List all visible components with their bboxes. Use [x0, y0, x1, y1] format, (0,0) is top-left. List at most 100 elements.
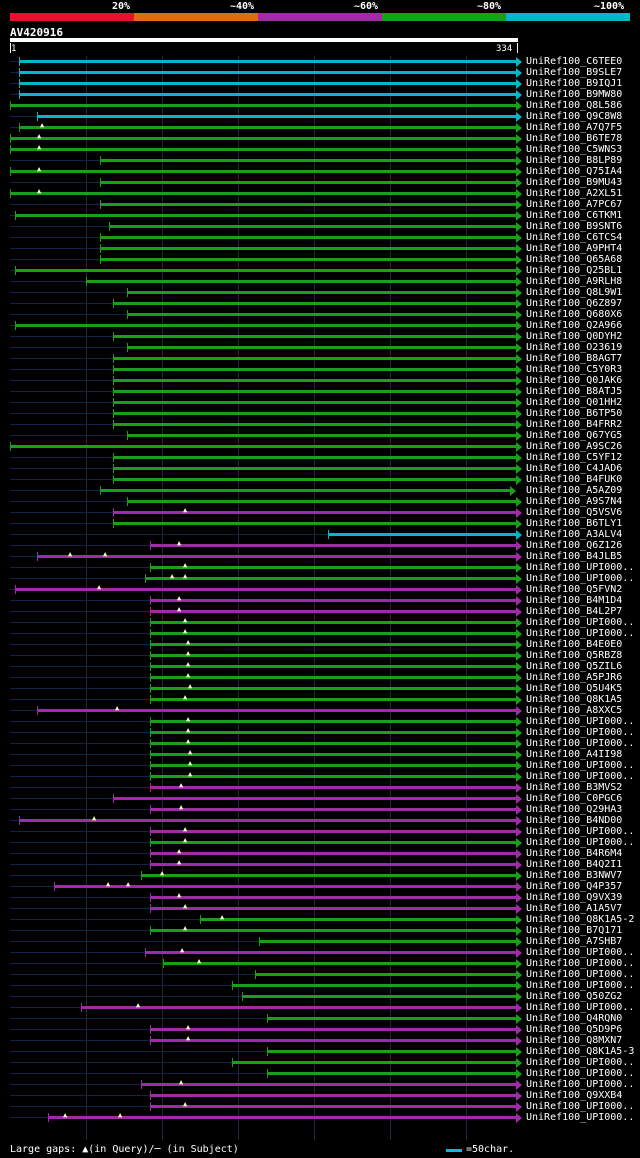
- alignment-bar[interactable]: [150, 907, 516, 910]
- alignment-bar[interactable]: [19, 71, 516, 74]
- hit-row[interactable]: ▲ UniRef100_UPI000..: [0, 562, 640, 573]
- alignment-bar[interactable]: [150, 599, 516, 602]
- alignment-bar[interactable]: [113, 412, 516, 415]
- hit-label[interactable]: UniRef100_UPI000..: [526, 760, 635, 771]
- hit-row[interactable]: ▲ ▲ UniRef100_Q4P357: [0, 881, 640, 892]
- hit-row[interactable]: ▲ UniRef100_UPI000..: [0, 771, 640, 782]
- alignment-bar[interactable]: [113, 511, 516, 514]
- hit-label[interactable]: UniRef100_Q2A966: [526, 320, 623, 331]
- hit-label[interactable]: UniRef100_C5Y0R3: [526, 364, 623, 375]
- hit-row[interactable]: UniRef100_Q8L586: [0, 100, 640, 111]
- hit-row[interactable]: ▲ UniRef100_Q5RBZ8: [0, 650, 640, 661]
- hit-label[interactable]: UniRef100_B8LP89: [526, 155, 623, 166]
- alignment-bar[interactable]: [10, 104, 516, 107]
- hit-label[interactable]: UniRef100_Q680X6: [526, 309, 623, 320]
- hit-label[interactable]: UniRef100_B4L2P7: [526, 606, 623, 617]
- hit-row[interactable]: UniRef100_UPI000..: [0, 969, 640, 980]
- alignment-bar[interactable]: [150, 896, 516, 899]
- alignment-bar[interactable]: [113, 368, 516, 371]
- hit-label[interactable]: UniRef100_Q65A68: [526, 254, 623, 265]
- alignment-bar[interactable]: [100, 159, 516, 162]
- alignment-bar[interactable]: [10, 192, 516, 195]
- hit-label[interactable]: UniRef100_A7PC67: [526, 199, 623, 210]
- hit-label[interactable]: UniRef100_B4FRR2: [526, 419, 623, 430]
- alignment-bar[interactable]: [100, 236, 516, 239]
- hit-row[interactable]: ▲ UniRef100_UPI000..: [0, 716, 640, 727]
- hit-label[interactable]: UniRef100_B6TLY1: [526, 518, 623, 529]
- hit-row[interactable]: UniRef100_Q01HH2: [0, 397, 640, 408]
- hit-label[interactable]: UniRef100_A9SC26: [526, 441, 623, 452]
- hit-label[interactable]: UniRef100_UPI000..: [526, 958, 635, 969]
- alignment-bar[interactable]: [15, 214, 516, 217]
- alignment-bar[interactable]: [150, 786, 516, 789]
- hit-label[interactable]: UniRef100_Q5ZIL6: [526, 661, 623, 672]
- alignment-bar[interactable]: [150, 720, 516, 723]
- hit-row[interactable]: UniRef100_C4JAD6: [0, 463, 640, 474]
- hit-row[interactable]: ▲ UniRef100_UPI000..: [0, 837, 640, 848]
- alignment-bar[interactable]: [150, 610, 516, 613]
- hit-row[interactable]: ▲ UniRef100_Q8K1A5-2: [0, 914, 640, 925]
- hit-row[interactable]: ▲ UniRef100_UPI000..: [0, 1101, 640, 1112]
- hit-label[interactable]: UniRef100_UPI000..: [526, 738, 635, 749]
- hit-row[interactable]: UniRef100_Q8L9W1: [0, 287, 640, 298]
- hit-label[interactable]: UniRef100_Q5RBZ8: [526, 650, 623, 661]
- hit-label[interactable]: UniRef100_C6TKM1: [526, 210, 623, 221]
- hit-row[interactable]: ▲ UniRef100_Q5D9P6: [0, 1024, 640, 1035]
- hit-label[interactable]: UniRef100_Q9XXB4: [526, 1090, 623, 1101]
- alignment-bar[interactable]: [48, 1116, 516, 1119]
- hit-label[interactable]: UniRef100_B7Q171: [526, 925, 623, 936]
- alignment-bar[interactable]: [19, 93, 516, 96]
- hit-label[interactable]: UniRef100_UPI000..: [526, 617, 635, 628]
- hit-label[interactable]: UniRef100_B4ND00: [526, 815, 623, 826]
- hit-label[interactable]: UniRef100_C6TCS4: [526, 232, 623, 243]
- hit-row[interactable]: ▲ UniRef100_Q5VSV6: [0, 507, 640, 518]
- hit-row[interactable]: UniRef100_A7SHB7: [0, 936, 640, 947]
- alignment-bar[interactable]: [145, 577, 516, 580]
- hit-row[interactable]: UniRef100_B9MU43: [0, 177, 640, 188]
- alignment-bar[interactable]: [37, 709, 516, 712]
- alignment-bar[interactable]: [232, 984, 516, 987]
- alignment-bar[interactable]: [19, 819, 516, 822]
- hit-row[interactable]: ▲ UniRef100_A5PJR6: [0, 672, 640, 683]
- alignment-bar[interactable]: [54, 885, 516, 888]
- alignment-bar[interactable]: [163, 962, 516, 965]
- hit-label[interactable]: UniRef100_Q6Z897: [526, 298, 623, 309]
- hit-label[interactable]: UniRef100_UPI000..: [526, 980, 635, 991]
- hit-label[interactable]: UniRef100_B6TE78: [526, 133, 623, 144]
- hit-label[interactable]: UniRef100_UPI000..: [526, 628, 635, 639]
- alignment-bar[interactable]: [10, 137, 516, 140]
- hit-label[interactable]: UniRef100_Q5VSV6: [526, 507, 623, 518]
- alignment-bar[interactable]: [86, 280, 516, 283]
- hit-label[interactable]: UniRef100_Q8K1A5: [526, 694, 623, 705]
- hit-row[interactable]: ▲ UniRef100_Q29HA3: [0, 804, 640, 815]
- hit-row[interactable]: ▲ UniRef100_B7Q171: [0, 925, 640, 936]
- hit-label[interactable]: UniRef100_B9IQJ1: [526, 78, 623, 89]
- hit-row[interactable]: ▲ ▲ UniRef100_UPI000..: [0, 1112, 640, 1123]
- hit-label[interactable]: UniRef100_Q01HH2: [526, 397, 623, 408]
- hit-label[interactable]: UniRef100_A5PJR6: [526, 672, 623, 683]
- alignment-bar[interactable]: [100, 181, 516, 184]
- alignment-bar[interactable]: [150, 654, 516, 657]
- hit-row[interactable]: ▲ UniRef100_A7Q7F5: [0, 122, 640, 133]
- alignment-bar[interactable]: [200, 918, 516, 921]
- hit-label[interactable]: UniRef100_A4II98: [526, 749, 623, 760]
- hit-label[interactable]: UniRef100_Q50ZG2: [526, 991, 623, 1002]
- alignment-bar[interactable]: [127, 346, 516, 349]
- hit-row[interactable]: ▲ UniRef100_UPI000..: [0, 738, 640, 749]
- hit-row[interactable]: ▲ ▲ UniRef100_UPI000..: [0, 573, 640, 584]
- alignment-bar[interactable]: [150, 1039, 516, 1042]
- hit-label[interactable]: UniRef100_B4FUK0: [526, 474, 623, 485]
- hit-label[interactable]: UniRef100_A9PHT4: [526, 243, 623, 254]
- alignment-bar[interactable]: [150, 775, 516, 778]
- hit-row[interactable]: ▲ UniRef100_Q75IA4: [0, 166, 640, 177]
- hit-row[interactable]: UniRef100_A3ALV4: [0, 529, 640, 540]
- alignment-bar[interactable]: [113, 335, 516, 338]
- hit-row[interactable]: ▲ UniRef100_UPI000..: [0, 1002, 640, 1013]
- hit-label[interactable]: UniRef100_Q5D9P6: [526, 1024, 623, 1035]
- alignment-bar[interactable]: [113, 423, 516, 426]
- hit-row[interactable]: UniRef100_Q2A966: [0, 320, 640, 331]
- hit-row[interactable]: ▲ UniRef100_UPI000..: [0, 727, 640, 738]
- hit-row[interactable]: UniRef100_C6TCS4: [0, 232, 640, 243]
- hit-label[interactable]: UniRef100_Q4RQN0: [526, 1013, 623, 1024]
- hit-label[interactable]: UniRef100_UPI000..: [526, 1057, 635, 1068]
